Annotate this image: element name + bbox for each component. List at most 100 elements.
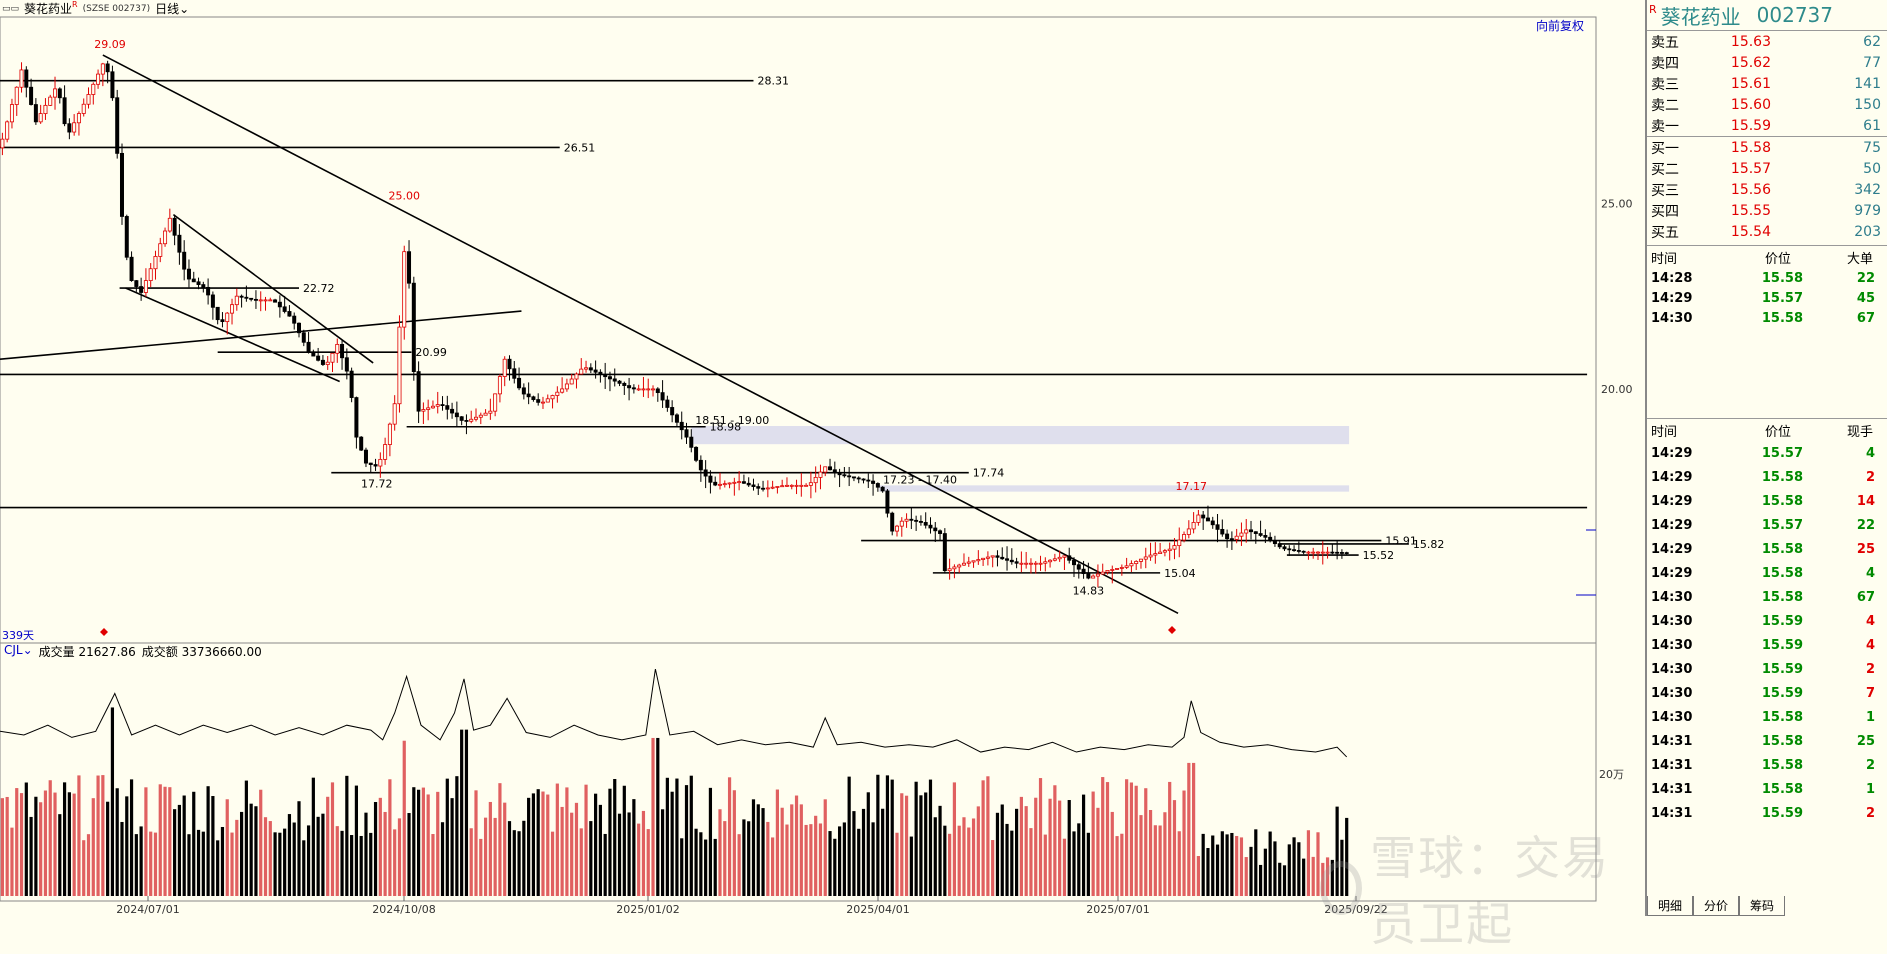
candle-down [177, 234, 182, 253]
period-selector[interactable]: 日线⌄ [155, 0, 189, 17]
volume-bar [144, 787, 148, 896]
tick-price: 15.58 [1761, 469, 1803, 485]
candle-up [53, 88, 58, 98]
tick-row[interactable]: 14:29 15.57 22 [1647, 513, 1887, 537]
watermark: 雪球：交易员卫起 [1320, 822, 1645, 954]
bid-row[interactable]: 买四 15.55 979 [1647, 200, 1887, 221]
ask-row[interactable]: 卖五 15.63 62 [1647, 31, 1887, 52]
tick-row[interactable]: 14:30 15.59 7 [1647, 681, 1887, 705]
candle-up [737, 481, 742, 484]
volume-bar [139, 826, 143, 896]
candle-down [938, 530, 943, 534]
bid-row[interactable]: 买五 15.54 203 [1647, 221, 1887, 242]
volume-bar [924, 792, 928, 896]
tick-time: 14:30 [1651, 310, 1693, 326]
candle-up [818, 471, 823, 478]
panel-tab[interactable]: 筹码 [1739, 896, 1786, 916]
volume-bar [799, 804, 803, 896]
tick-row[interactable]: 14:31 15.58 25 [1647, 729, 1887, 753]
tick-list[interactable]: 14:29 15.57 4 14:29 15.58 2 14:29 15.58 14… [1647, 441, 1887, 825]
candle-down [665, 399, 670, 408]
volume-bar [77, 775, 81, 896]
tick-volume: 25 [1856, 733, 1875, 749]
tick-row[interactable]: 14:29 15.57 4 [1647, 441, 1887, 465]
tick-row[interactable]: 14:31 15.58 1 [1647, 777, 1887, 801]
volume-bar [53, 792, 57, 896]
tick-row[interactable]: 14:30 15.58 1 [1647, 705, 1887, 729]
ask-row[interactable]: 卖二 15.60 150 [1647, 94, 1887, 115]
volume-bar [1225, 834, 1229, 896]
candle-down [914, 519, 919, 522]
volume-bar [1148, 810, 1153, 896]
bid-label: 买三 [1651, 182, 1679, 199]
volume-bar [842, 822, 846, 896]
candle-down [1072, 559, 1077, 566]
kline-chart[interactable]: 25.00 20.00 20万 2024/07/01 2024/10/08 2025/01… [0, 0, 1645, 916]
bid-volume: 75 [1863, 139, 1881, 156]
ask-row[interactable]: 卖三 15.61 141 [1647, 73, 1887, 94]
bid-row[interactable]: 买三 15.56 342 [1647, 179, 1887, 200]
tick-price: 15.59 [1761, 637, 1803, 653]
tick-row[interactable]: 14:29 15.58 4 [1647, 561, 1887, 585]
restore-button[interactable]: 向前复权 [1536, 19, 1585, 33]
tick-row[interactable]: 14:28 15.58 22 [1647, 268, 1887, 288]
tick-row[interactable]: 14:30 15.58 67 [1647, 585, 1887, 609]
tick-row[interactable]: 14:31 15.59 2 [1647, 801, 1887, 825]
tick-row[interactable]: 14:29 15.58 14 [1647, 489, 1887, 513]
tick-row[interactable]: 14:30 15.59 4 [1647, 609, 1887, 633]
indicator-selector[interactable]: CJL⌄ [4, 643, 33, 660]
candle-up [1019, 562, 1024, 565]
tick-time: 14:29 [1651, 493, 1693, 509]
volume-bar [790, 804, 794, 896]
tick-row[interactable]: 14:30 15.59 2 [1647, 657, 1887, 681]
volume-bar [680, 838, 684, 896]
bid-row[interactable]: 买一 15.58 75 [1647, 137, 1887, 158]
volume-bar [971, 818, 976, 896]
level-label: 20.99 [415, 346, 447, 359]
chart-area[interactable]: 25.00 20.00 20万 2024/07/01 2024/10/08 2025/01… [0, 0, 1645, 951]
bid-price: 15.58 [1730, 139, 1771, 156]
candle-down [751, 484, 756, 487]
candle-down [617, 380, 622, 384]
volume-bar [259, 789, 263, 896]
panel-tab[interactable]: 明细 [1647, 896, 1694, 916]
candles-group [0, 60, 1349, 588]
tick-row[interactable]: 14:30 15.58 67 [1647, 308, 1887, 328]
candle-down [57, 88, 62, 99]
tick-row[interactable]: 14:29 15.58 25 [1647, 537, 1887, 561]
candle-down [277, 301, 282, 308]
candle-down [363, 449, 368, 464]
tick-volume: 2 [1865, 661, 1875, 677]
tick-time: 14:29 [1651, 565, 1693, 581]
volume-bar [82, 840, 86, 896]
volume-bar [742, 819, 746, 896]
candle-down [828, 466, 833, 471]
candle-down [105, 63, 110, 73]
tick-row[interactable]: 14:30 15.59 4 [1647, 633, 1887, 657]
bid-row[interactable]: 买二 15.57 50 [1647, 158, 1887, 179]
candle-up [957, 564, 962, 568]
tick-row[interactable]: 14:29 15.58 2 [1647, 465, 1887, 489]
bid-label: 买五 [1651, 224, 1679, 241]
ask-row[interactable]: 卖一 15.59 61 [1647, 115, 1887, 136]
volume-bar [1311, 856, 1315, 896]
bid-volume: 342 [1854, 181, 1881, 198]
candle-up [1048, 559, 1053, 563]
volume-bar [890, 779, 894, 896]
panel-tab[interactable]: 分价 [1693, 896, 1740, 916]
trend-line [172, 213, 374, 364]
ask-row[interactable]: 卖四 15.62 77 [1647, 52, 1887, 73]
volume-bar [1182, 790, 1186, 896]
tick-row[interactable]: 14:31 15.58 2 [1647, 753, 1887, 777]
tick-row[interactable]: 14:29 15.57 45 [1647, 288, 1887, 308]
tick-time: 14:30 [1651, 613, 1693, 629]
volume-bar [1062, 838, 1067, 896]
chart-mode-icon[interactable]: ▭▭ [2, 3, 20, 14]
candle-up [76, 113, 81, 124]
candle-up [961, 562, 966, 566]
volume-bar [503, 802, 507, 896]
candle-up [330, 352, 335, 363]
candle-up [641, 388, 646, 391]
big-orders-list[interactable]: 14:28 15.58 22 14:29 15.57 45 14:30 15.58 … [1647, 268, 1887, 418]
volume-bar [1096, 807, 1100, 896]
